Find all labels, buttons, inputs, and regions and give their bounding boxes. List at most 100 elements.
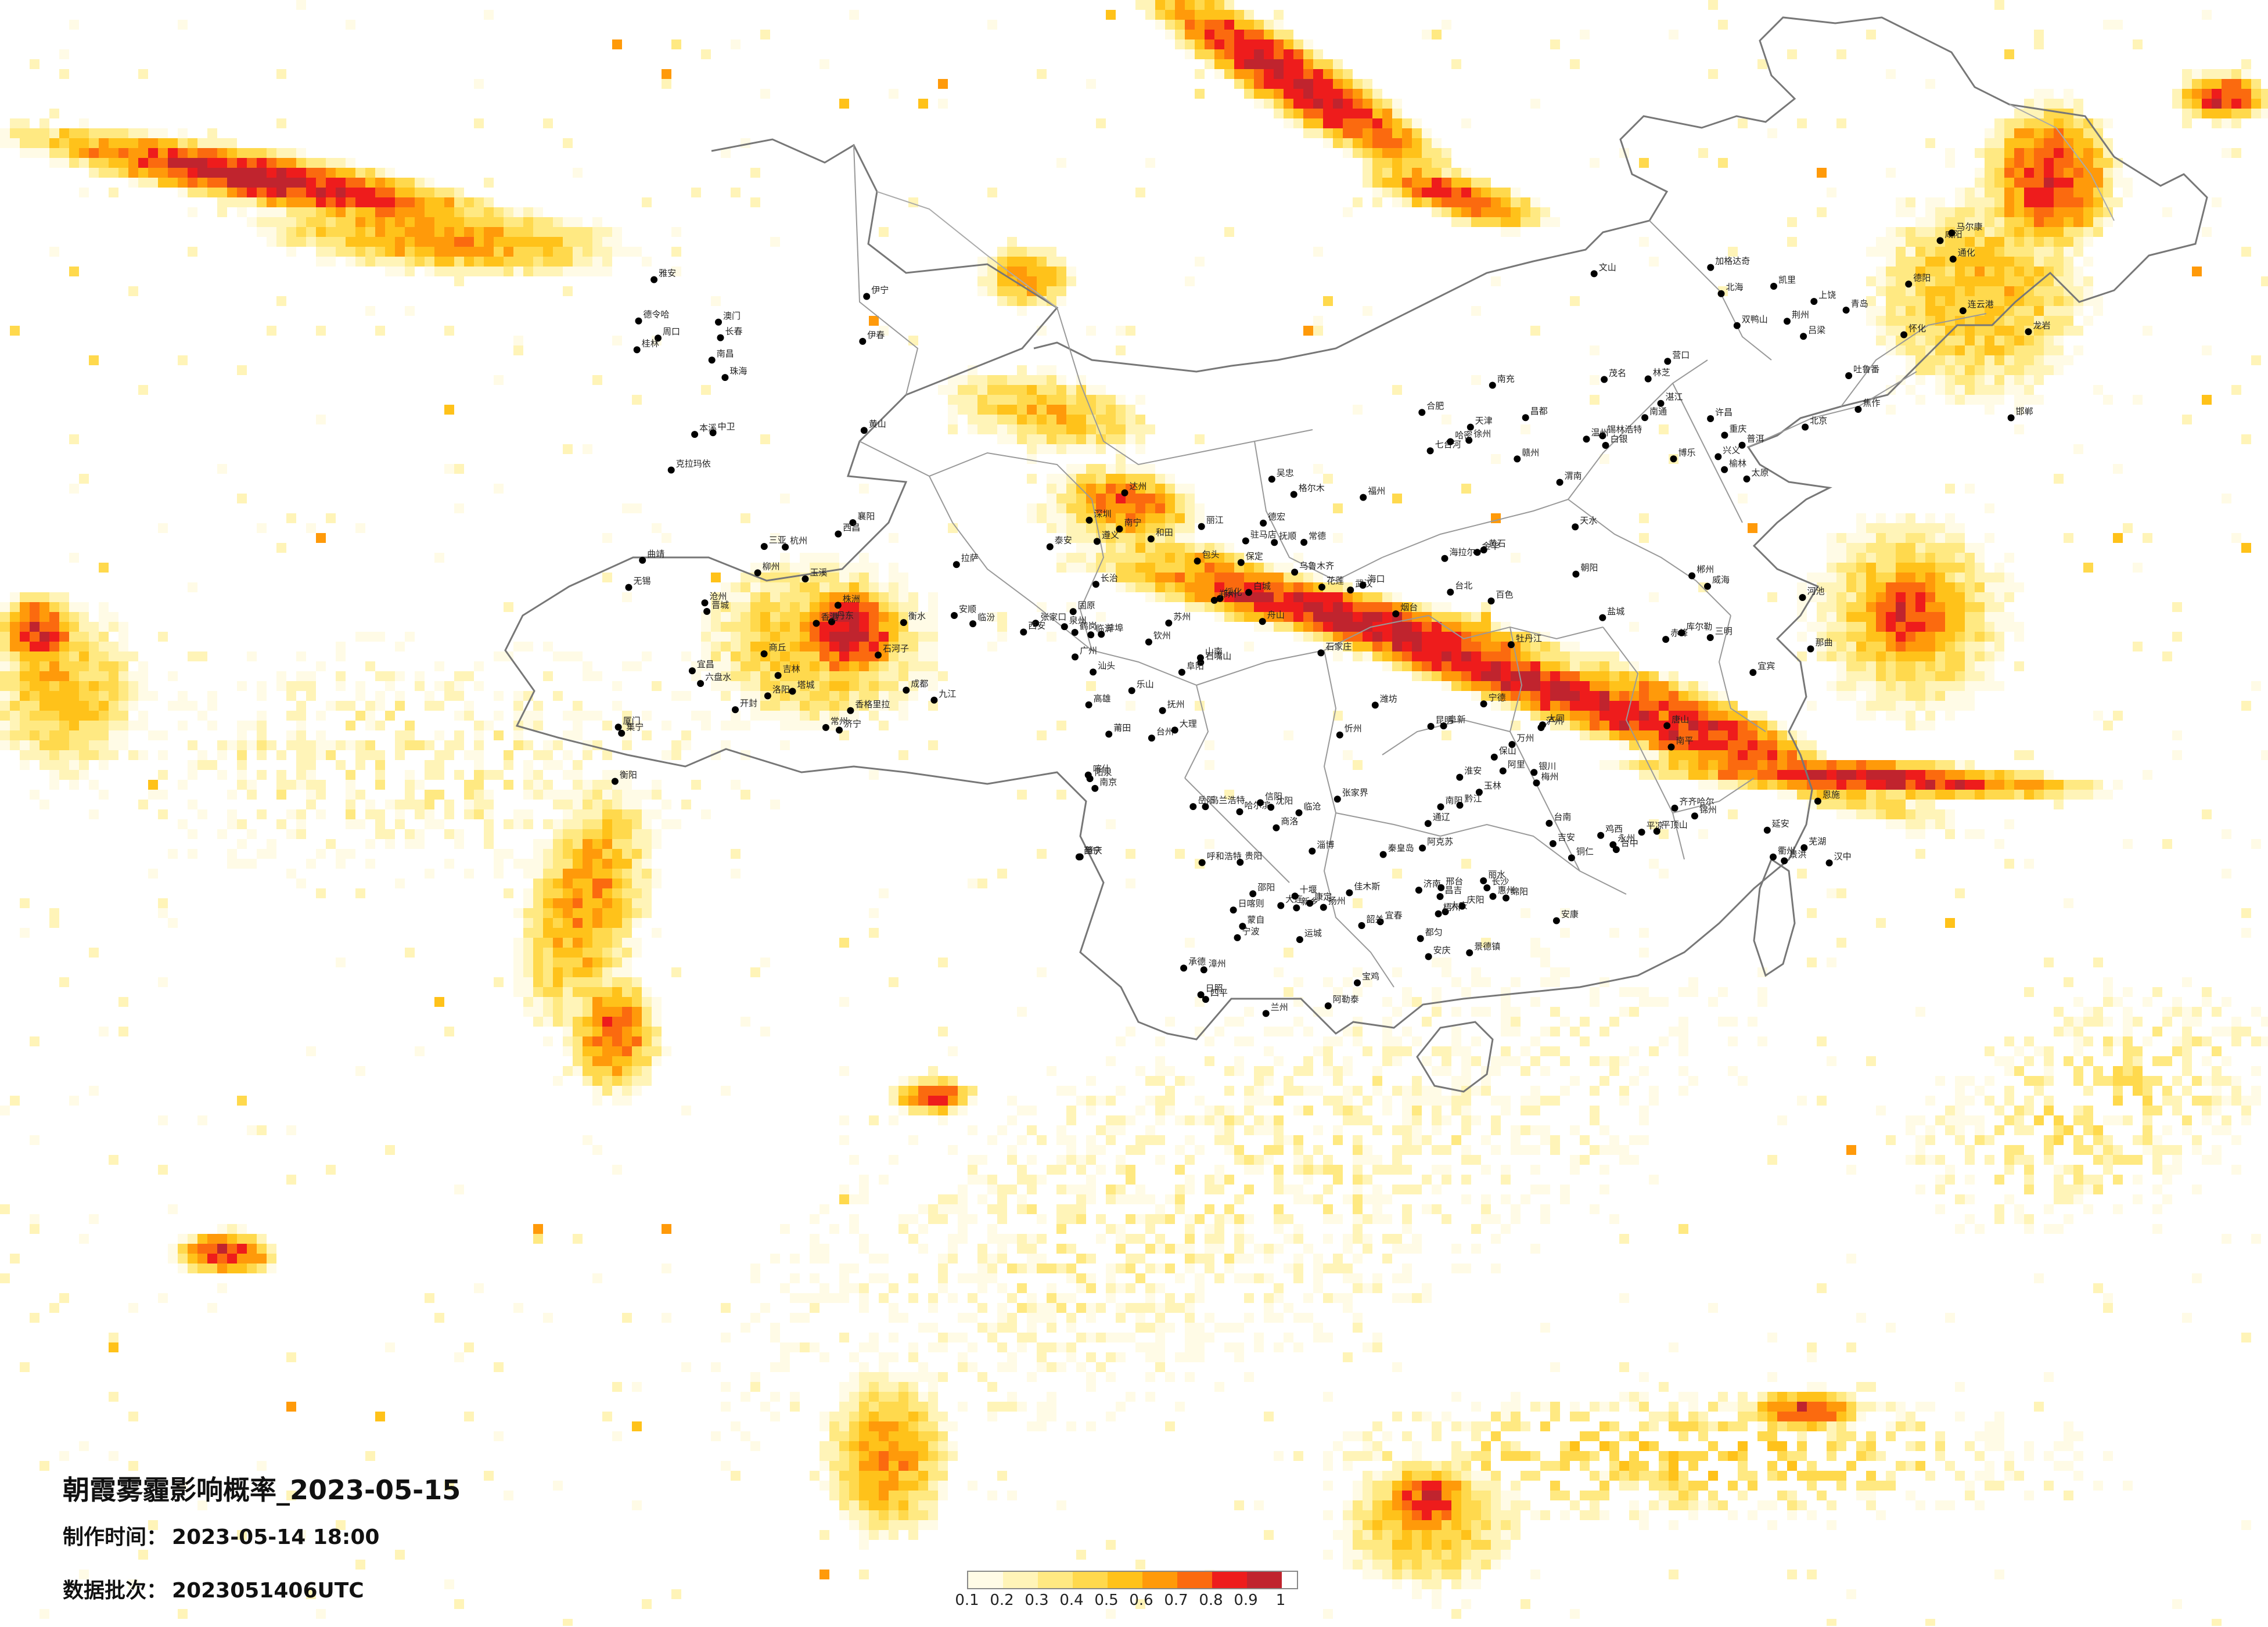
raster-cell [1817,651,1827,661]
raster-cell [1896,681,1906,691]
raster-cell [454,217,464,227]
raster-cell [1412,1500,1422,1510]
raster-cell [1037,1175,1047,1185]
raster-cell [1965,395,1975,405]
raster-cell [1896,622,1906,632]
raster-cell [109,138,118,148]
raster-cell [2014,780,2024,790]
raster-cell [49,691,59,701]
raster-cell [997,257,1007,267]
raster-cell [1363,642,1372,651]
raster-cell [1945,306,1955,316]
raster-cell [1422,1560,1432,1570]
raster-cell [1027,296,1037,306]
raster-cell [286,148,296,158]
raster-cell [1323,1461,1333,1471]
raster-cell [10,602,20,612]
raster-cell [1965,207,1975,217]
raster-cell [543,987,553,997]
raster-cell [948,1096,958,1106]
raster-cell [889,1510,898,1520]
raster-cell [1303,632,1313,642]
raster-cell [2054,1175,2064,1185]
raster-cell [39,740,49,750]
raster-cell [1372,1481,1382,1491]
raster-cell [1876,612,1886,622]
raster-cell [1915,1441,1925,1451]
raster-cell [1432,138,1442,148]
raster-cell [1303,99,1313,109]
raster-cell [1037,1264,1047,1273]
raster-cell [1649,1500,1659,1510]
raster-cell [326,178,336,188]
raster-cell [1066,513,1076,523]
raster-cell [1037,1402,1047,1412]
raster-cell [1955,1471,1965,1481]
raster-cell [1303,573,1313,582]
raster-cell [1402,651,1412,661]
raster-cell [889,1382,898,1392]
raster-cell [1234,79,1244,89]
raster-cell [583,1027,592,1036]
raster-cell [612,1096,622,1106]
raster-cell [227,197,237,207]
raster-cell [1432,1570,1442,1579]
raster-cell [1580,1491,1590,1500]
raster-cell [1659,701,1669,711]
raster-cell [1037,1254,1047,1264]
raster-cell [79,760,89,770]
raster-cell [1511,671,1521,681]
raster-cell [1224,39,1234,49]
raster-cell [642,1046,652,1056]
raster-cell [612,1066,622,1076]
raster-cell [316,247,326,257]
raster-cell [395,188,405,197]
raster-cell [533,908,543,918]
raster-cell [1451,1392,1461,1402]
raster-cell [1451,1471,1461,1481]
raster-cell [1708,1402,1718,1412]
raster-cell [958,1234,968,1244]
raster-cell [1056,257,1066,267]
raster-cell [1866,612,1876,622]
raster-cell [701,622,711,632]
raster-cell [2222,69,2231,79]
raster-cell [1363,1491,1372,1500]
raster-cell [1935,247,1945,257]
raster-cell [711,602,721,612]
raster-cell [1935,780,1945,790]
raster-cell [928,1096,938,1106]
raster-cell [1412,642,1422,651]
raster-cell [1718,711,1728,721]
raster-cell [908,1402,918,1412]
raster-cell [612,829,622,839]
raster-cell [2034,1076,2044,1086]
raster-cell [533,938,543,948]
raster-cell [1343,1560,1353,1570]
raster-cell [523,977,533,987]
raster-cell [681,651,691,661]
raster-cell [109,730,118,740]
raster-cell [237,1264,247,1273]
raster-cell [69,780,79,790]
raster-cell [2103,1017,2113,1027]
raster-cell [1017,365,1027,375]
raster-cell [1214,553,1224,563]
raster-cell [1007,1145,1017,1155]
raster-cell [839,1382,849,1392]
raster-cell [849,1451,859,1461]
raster-cell [1353,99,1363,109]
raster-cell [99,760,109,770]
raster-cell [543,918,553,928]
raster-cell [1678,1421,1688,1431]
raster-cell [1382,1431,1392,1441]
raster-cell [1422,197,1432,207]
raster-cell [1600,721,1609,730]
raster-cell [1975,543,1985,553]
raster-cell [1086,444,1096,454]
raster-cell [2024,1036,2034,1046]
raster-cell [1975,188,1985,197]
raster-cell [1777,760,1787,770]
raster-cell [1135,494,1145,503]
raster-cell [1915,829,1925,839]
